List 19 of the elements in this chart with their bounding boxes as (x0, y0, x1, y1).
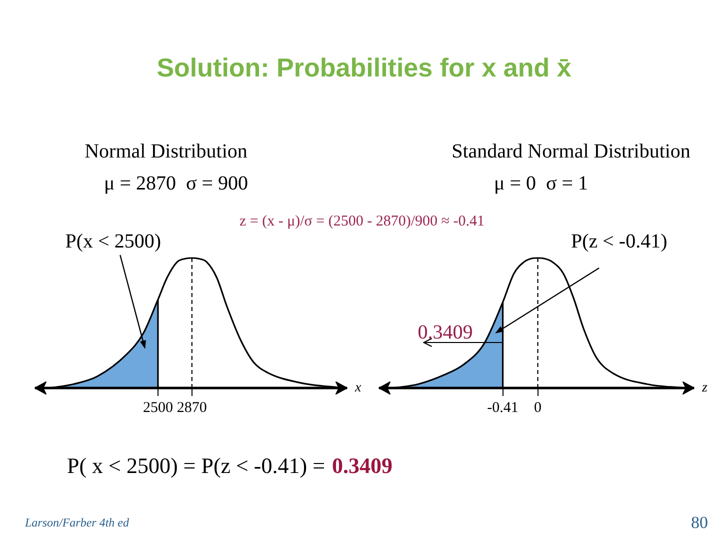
chart-title: Standard Normal Distribution (452, 140, 690, 164)
chart-subtitle: μ = 0 σ = 1 (494, 172, 588, 196)
x-tick-label: -0.41 (487, 400, 518, 416)
x-axis-title: z (701, 380, 708, 396)
text: 0.3409 (332, 453, 392, 479)
text: z = (x - μ)/σ = (2500 - 2870)/900 ≈ -0.41 (240, 214, 484, 230)
text: Solution: Probabilities for x and x̄ (156, 52, 572, 84)
text: Larson/Farber 4th ed (25, 516, 130, 530)
text: P( x < 2500) = P(z < -0.41) = (67, 453, 325, 479)
chart-subtitle: μ = 2870 σ = 900 (104, 172, 248, 196)
text: 80 (691, 513, 708, 533)
text: P(x < 2500) (65, 230, 162, 252)
annotation: P(z < -0.41) (570, 230, 668, 252)
x-tick-label: 0 (534, 400, 542, 416)
chart-title: Normal Distribution (84, 140, 248, 164)
x-tick-label: 2870 (176, 400, 207, 416)
annotation: 0.3409 (418, 322, 473, 344)
x-axis-title: x (354, 380, 362, 396)
x-tick-label: 2500 (142, 400, 173, 416)
